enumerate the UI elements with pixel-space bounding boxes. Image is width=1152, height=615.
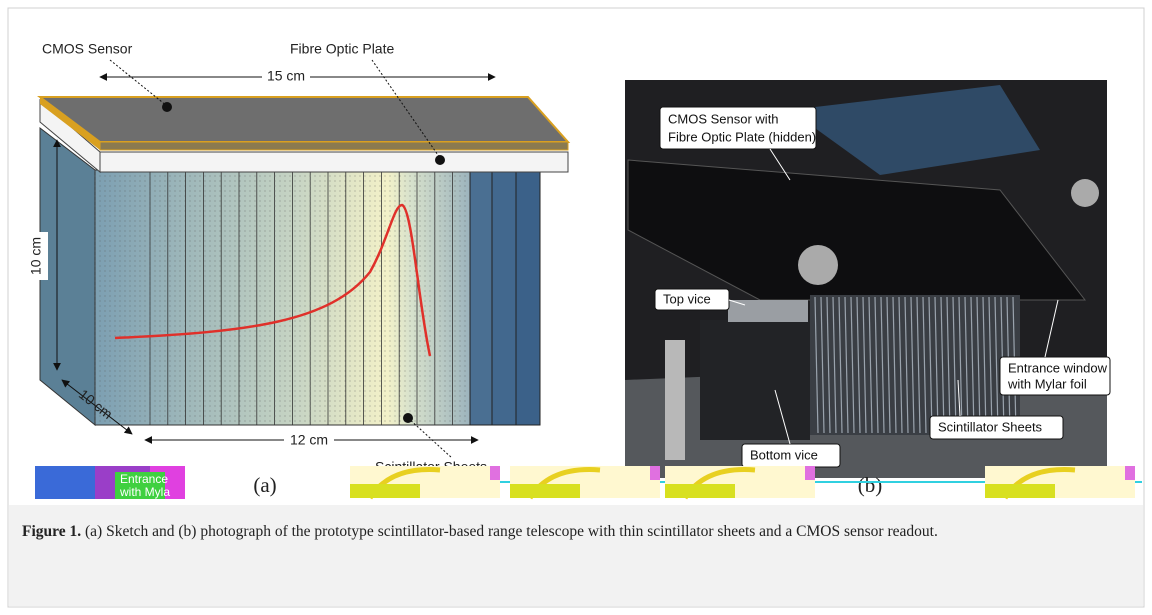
entrance-label: Entrance window	[1008, 360, 1108, 375]
marker-dot	[162, 102, 172, 112]
page: Figure html, body { margin: 0; padding: …	[0, 0, 1152, 615]
screw	[1071, 179, 1099, 207]
artefact-strip	[350, 484, 420, 498]
artefact-strip	[1125, 466, 1135, 480]
artefact-strip	[985, 484, 1055, 498]
sensor-edge	[100, 142, 568, 150]
artefact-strips	[350, 466, 1135, 498]
screw	[798, 245, 838, 285]
sensor-label: Fibre Optic Plate (hidden)	[668, 129, 816, 144]
block-side	[40, 128, 95, 425]
caption: Figure 1. (a) Sketch and (b) photograph …	[22, 521, 1117, 542]
artefact-strip	[510, 484, 580, 498]
block-front	[95, 170, 470, 425]
body: {"sketch": {"cmos_label": "CMOS Sensor",…	[0, 0, 1152, 615]
sensor-label: CMOS Sensor with	[668, 111, 779, 126]
length-label: 12 cm	[290, 432, 328, 448]
fibre-label: Fibre Optic Plate	[290, 41, 394, 57]
thumbnail-text: with Myla	[119, 485, 170, 499]
artefact-strip	[665, 484, 735, 498]
entrance-label: with Mylar foil	[1007, 376, 1087, 391]
top-vice-label: Top vice	[663, 291, 711, 306]
thumbnail-text: Entrance	[120, 472, 168, 486]
thick-sheet	[492, 170, 516, 425]
width-label: 15 cm	[267, 68, 305, 84]
photo: CMOS Sensor with Fibre Optic Plate (hidd…	[625, 80, 1110, 497]
thumbnail	[35, 466, 95, 499]
photo-sheets-label: Scintillator Sheets	[938, 419, 1043, 434]
marker-dot	[435, 155, 445, 165]
caption-label: Figure 1.	[22, 523, 81, 540]
height-label: 10 cm	[28, 237, 44, 275]
thick-sheet	[516, 170, 540, 425]
clamp	[665, 340, 685, 460]
cmos-sensor	[40, 97, 568, 142]
artefact-strip	[805, 466, 815, 480]
bottom-vice-label: Bottom vice	[750, 447, 818, 462]
caption-text: (a) Sketch and (b) photograph of the pro…	[85, 523, 938, 540]
artefact-strip	[490, 466, 500, 480]
bottom-vice-body	[700, 320, 810, 440]
thick-sheet	[470, 170, 492, 425]
panel-label: (a)	[253, 473, 276, 497]
artefact-strip	[650, 466, 660, 480]
fibre-plate	[100, 152, 568, 172]
cmos-label: CMOS Sensor	[42, 41, 133, 57]
marker-dot	[403, 413, 413, 423]
panel-label: (b)	[858, 473, 883, 497]
